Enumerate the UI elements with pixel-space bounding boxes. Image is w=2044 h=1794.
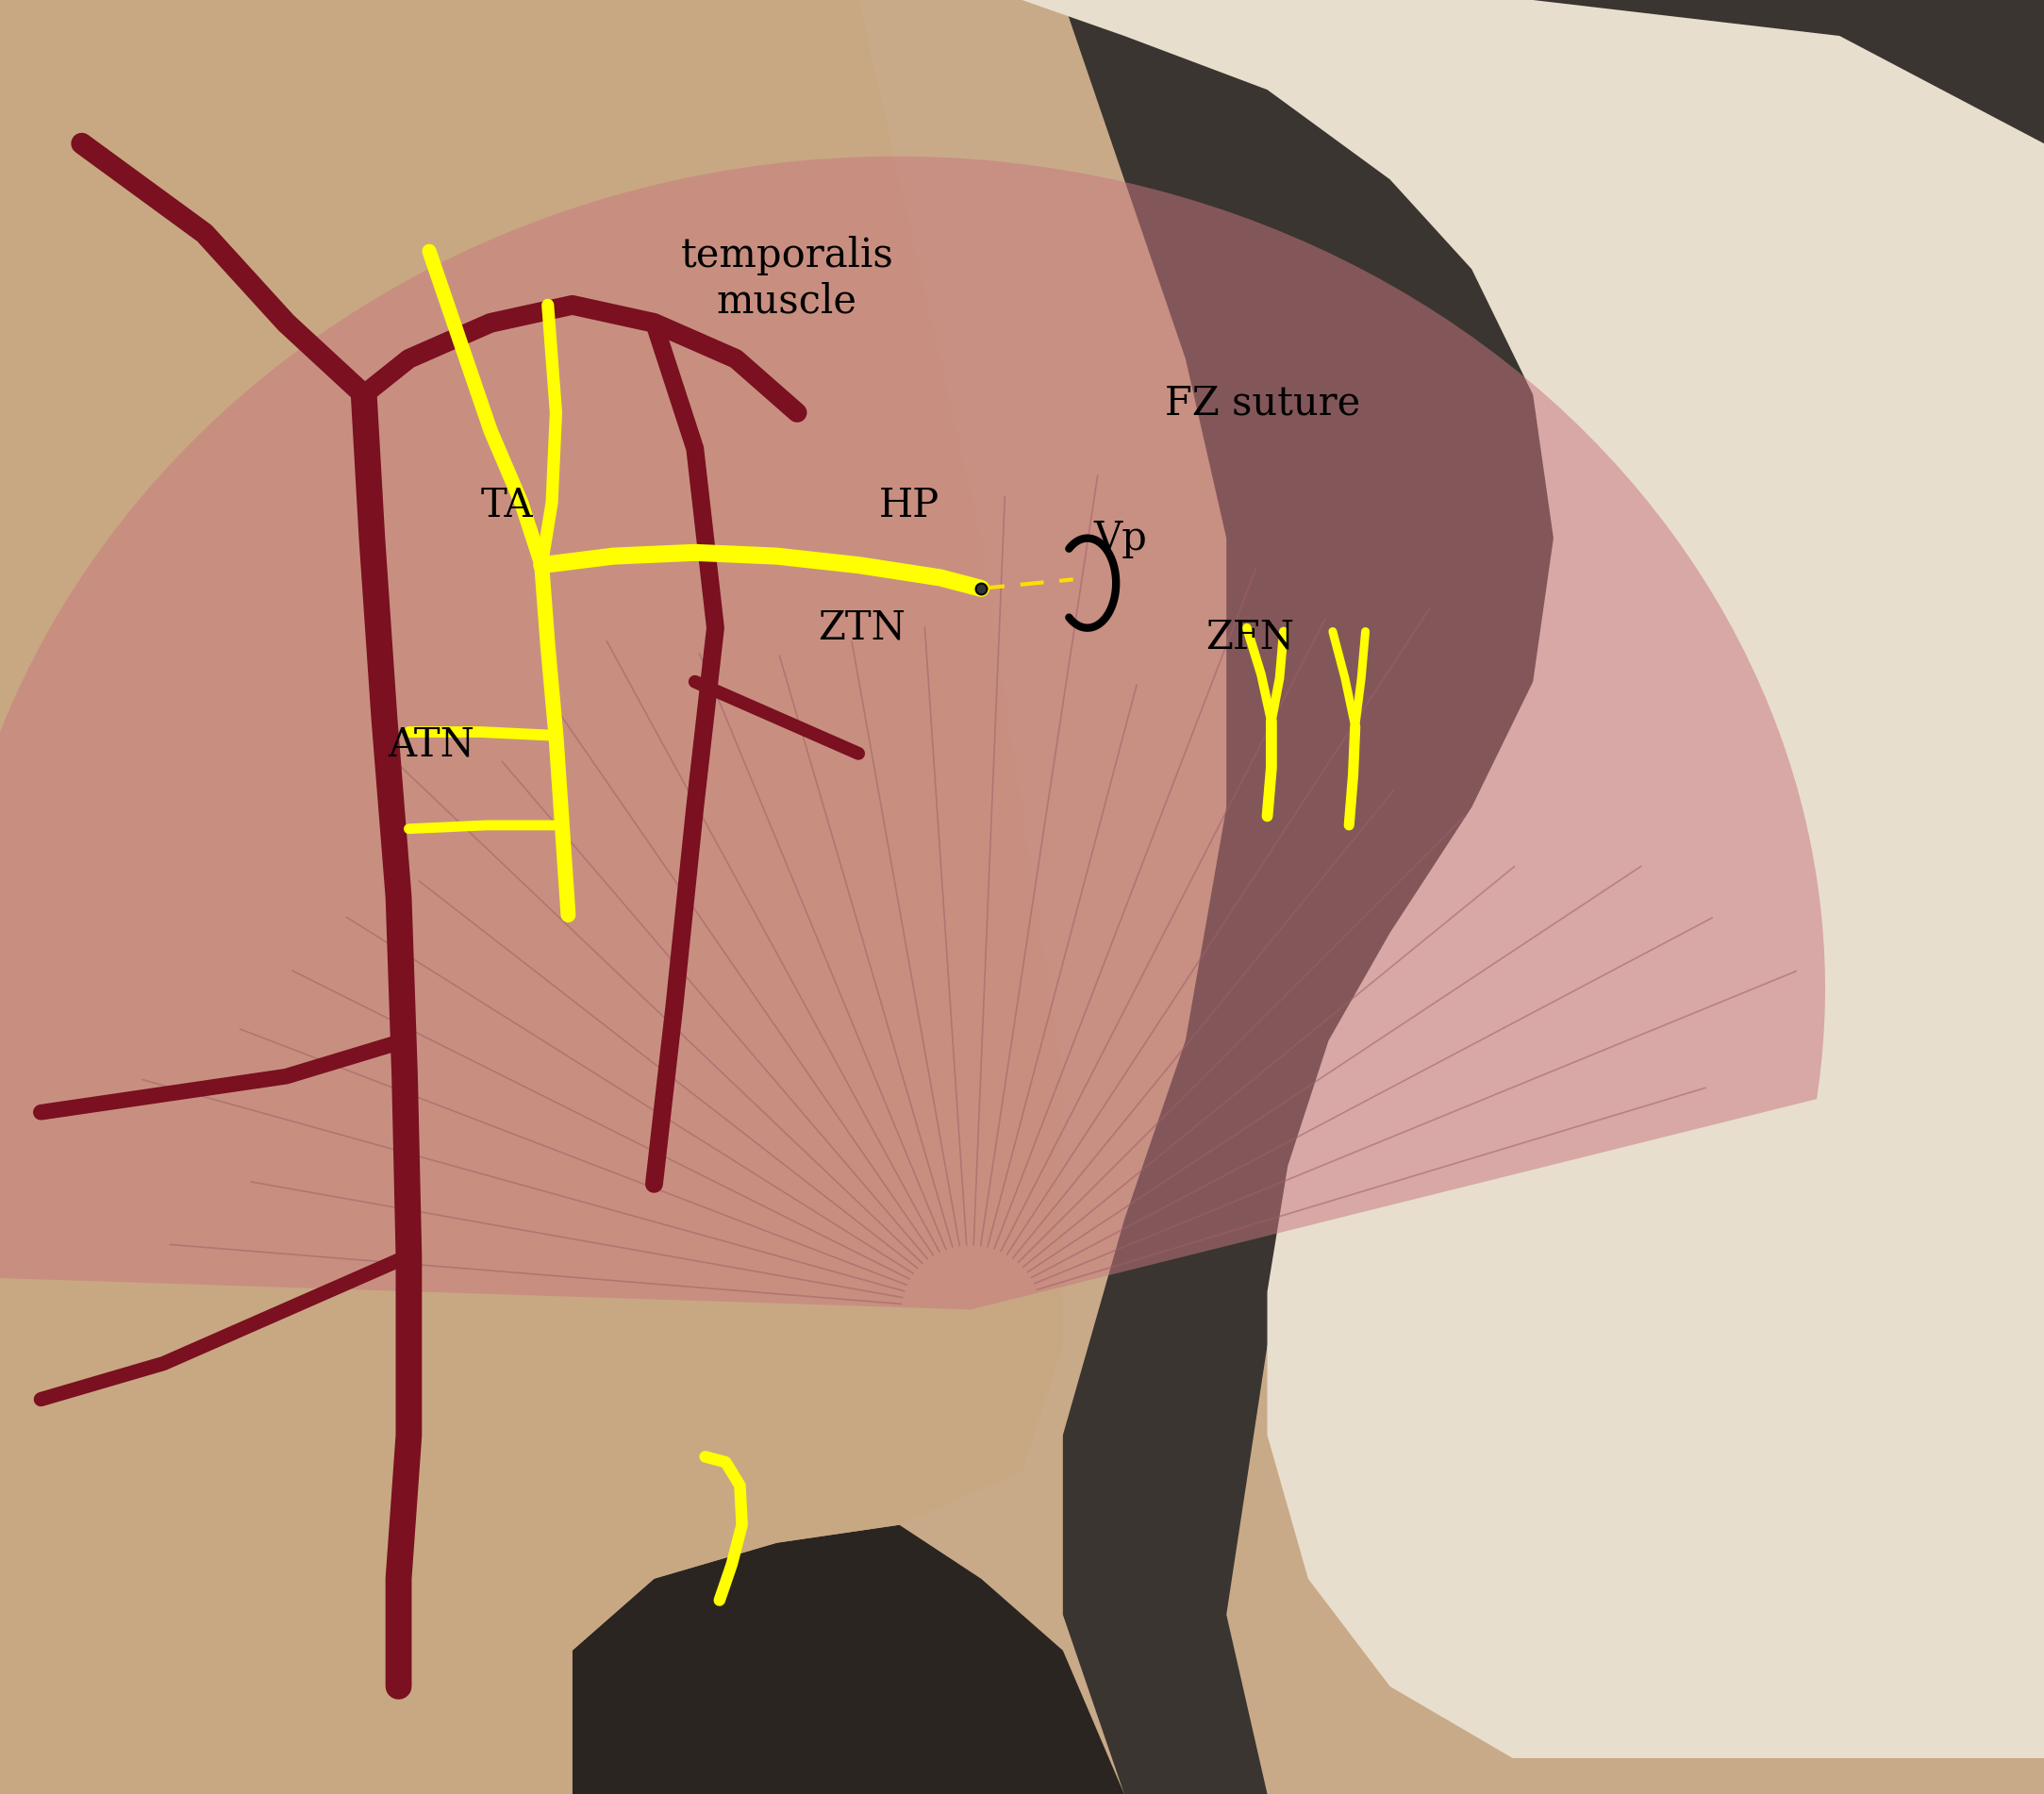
Text: ZTN: ZTN (818, 608, 905, 648)
Text: ATN: ATN (388, 725, 474, 764)
Text: FZ suture: FZ suture (1165, 384, 1361, 423)
Polygon shape (0, 156, 1825, 1310)
Polygon shape (572, 1525, 1124, 1794)
Text: ZFN: ZFN (1206, 617, 1294, 657)
Polygon shape (1022, 0, 2044, 1758)
Polygon shape (0, 0, 1063, 1794)
Text: TA: TA (480, 486, 533, 526)
Text: Vp: Vp (1094, 518, 1147, 558)
Text: HP: HP (879, 486, 940, 526)
Text: temporalis
muscle: temporalis muscle (681, 235, 893, 321)
Polygon shape (1063, 0, 2044, 1794)
